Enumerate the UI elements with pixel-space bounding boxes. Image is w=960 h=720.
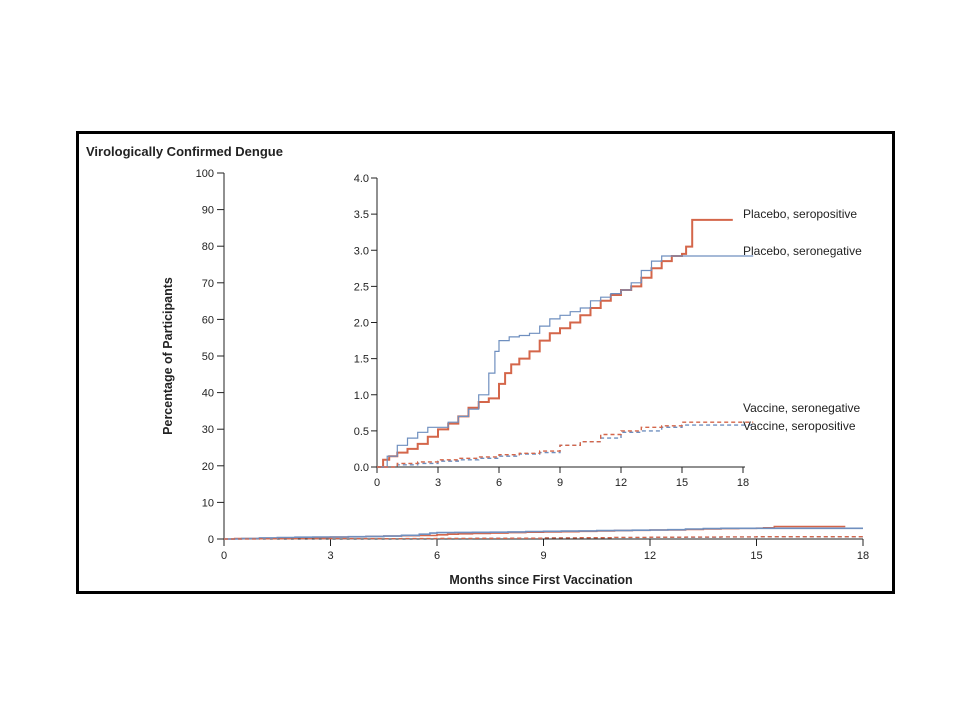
main-y-tick-label: 20 — [202, 461, 214, 473]
chart-title: Virologically Confirmed Dengue — [86, 144, 283, 159]
inset-y-tick-label: 3.5 — [354, 209, 369, 221]
inset-series-label: Vaccine, seropositive — [743, 419, 856, 433]
main-y-tick-label: 0 — [208, 534, 214, 546]
inset-x-tick-label: 3 — [435, 477, 441, 489]
main-x-tick-label: 3 — [327, 550, 333, 562]
main-y-tick-label: 80 — [202, 241, 214, 253]
inset-series-line — [377, 421, 754, 468]
main-x-tick-label: 9 — [540, 550, 546, 562]
inset-series — [377, 218, 754, 468]
main-y-tick-label: 100 — [196, 168, 214, 180]
inset-y-tick-label: 0.5 — [354, 426, 369, 438]
inset-x-tick-label: 6 — [496, 477, 502, 489]
inset-series-label: Placebo, seropositive — [743, 207, 857, 221]
main-y-tick-label: 40 — [202, 388, 214, 400]
inset-x-tick-label: 18 — [737, 477, 749, 489]
inset-x-tick-label: 0 — [374, 477, 380, 489]
inset-y-tick-label: 3.0 — [354, 245, 369, 257]
inset-x-tick-label: 15 — [676, 477, 688, 489]
main-x-tick-label: 18 — [857, 550, 869, 562]
main-x-tick-label: 15 — [750, 550, 762, 562]
main-y-tick-label: 90 — [202, 205, 214, 217]
inset-x-tick-label: 9 — [557, 477, 563, 489]
figure-frame: Virologically Confirmed Dengue Percentag… — [76, 131, 895, 594]
inset-y-tick-label: 0.0 — [354, 462, 369, 474]
inset-labels: Placebo, seropositive Placebo, seronegati… — [743, 207, 862, 433]
inset-series-line — [377, 255, 754, 468]
main-x-tick-label: 12 — [644, 550, 656, 562]
inset-x-tick-label: 12 — [615, 477, 627, 489]
main-series-line — [224, 527, 863, 540]
inset-series-label: Vaccine, seronegative — [743, 401, 861, 415]
inset-y-tick-label: 2.5 — [354, 281, 369, 293]
inset-y-tick-label: 1.0 — [354, 390, 369, 402]
main-series — [224, 525, 863, 540]
x-axis-title: Months since First Vaccination — [449, 573, 632, 587]
main-y-tick-label: 50 — [202, 351, 214, 363]
inset-series-line — [377, 218, 733, 468]
main-x-tick-label: 6 — [434, 550, 440, 562]
inset-y-tick-label: 4.0 — [354, 173, 369, 185]
inset-y-tick-label: 2.0 — [354, 318, 369, 330]
chart-svg: Virologically Confirmed Dengue Percentag… — [86, 144, 869, 587]
inset-series-line — [377, 424, 754, 468]
main-y-tick-label: 60 — [202, 314, 214, 326]
inset-series-label: Placebo, seronegative — [743, 244, 862, 258]
main-y-tick-label: 10 — [202, 497, 214, 509]
main-y-tick-label: 30 — [202, 424, 214, 436]
inset-y-tick-label: 1.5 — [354, 354, 369, 366]
inset-axes: 0.0 0.5 1.0 1.5 2.0 2.5 3.0 3.5 4.0 0 3 6 9 12 15 18 — [354, 173, 749, 489]
y-axis-title: Percentage of Participants — [161, 277, 175, 435]
main-y-tick-label: 70 — [202, 278, 214, 290]
main-x-tick-label: 0 — [221, 550, 227, 562]
main-series-line — [224, 536, 863, 540]
